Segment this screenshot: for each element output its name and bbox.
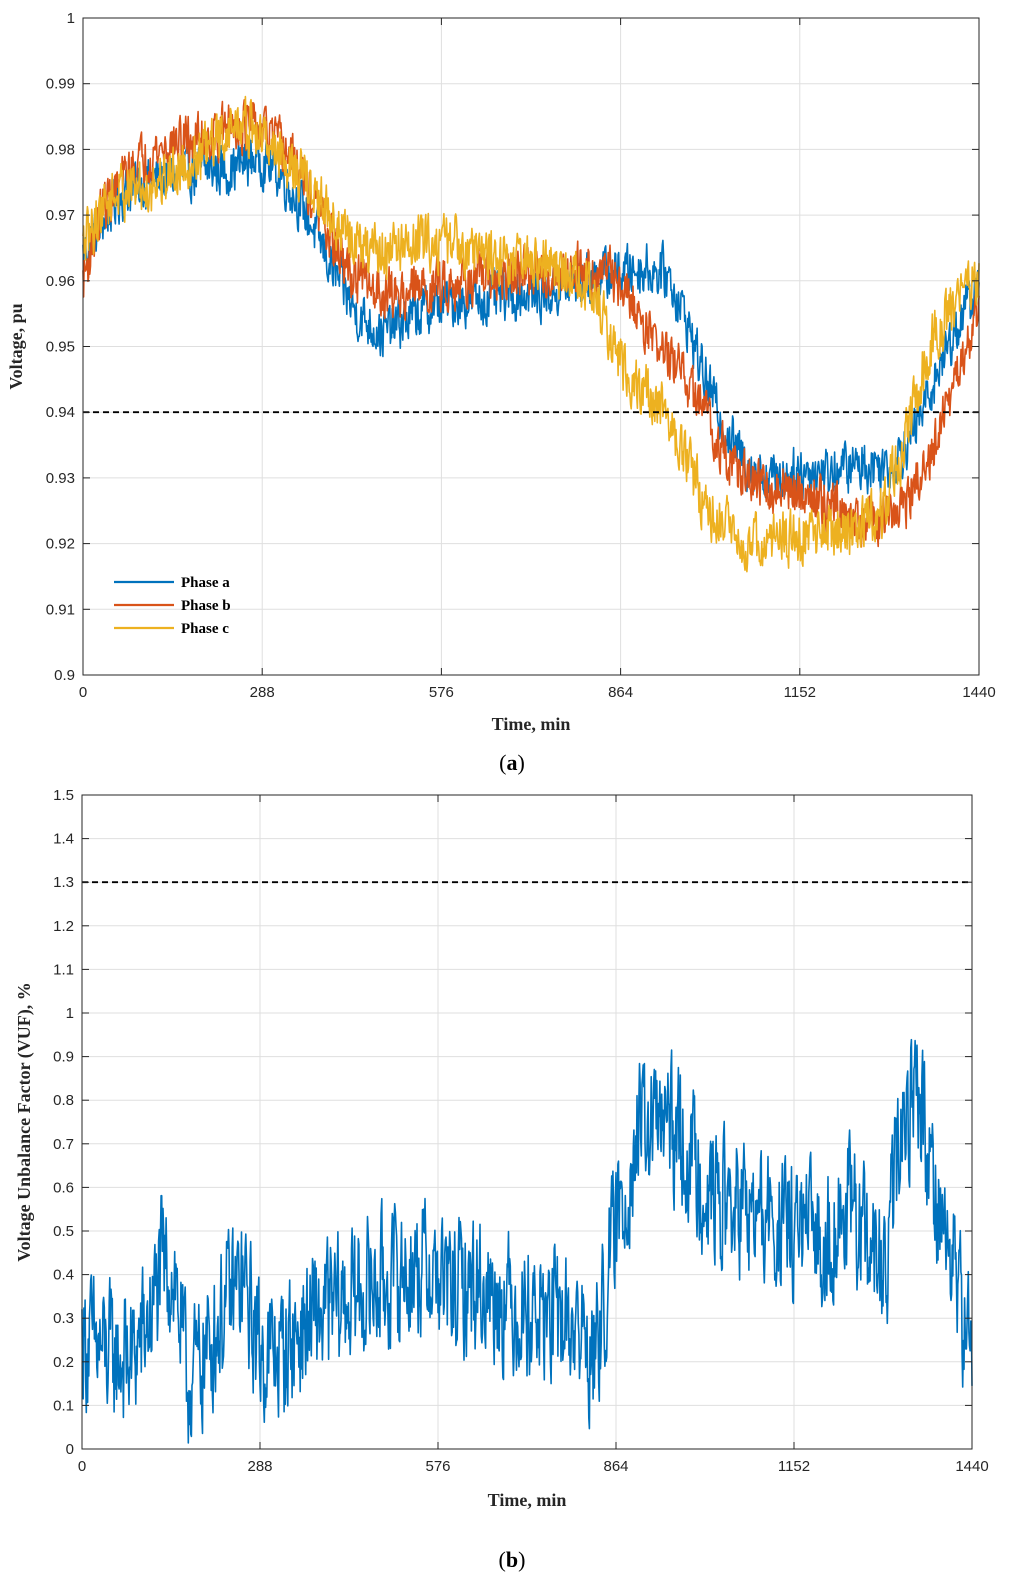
series-line-phase-c xyxy=(82,95,980,573)
y-tick-label: 0.3 xyxy=(53,1310,74,1327)
y-tick-label: 0.9 xyxy=(53,1049,74,1066)
y-tick-label: 0.93 xyxy=(46,470,75,487)
y-tick-label: 0 xyxy=(66,1441,74,1458)
caption-close: ) xyxy=(518,750,525,775)
legend-label: Phase c xyxy=(181,621,229,637)
axes-frame xyxy=(81,794,973,1450)
y-tick-label: 0.8 xyxy=(53,1092,74,1109)
y-tick-label: 0.7 xyxy=(53,1136,74,1153)
y-axis-label: Voltage Unbalance Factor (VUF), % xyxy=(14,982,35,1261)
voltage-chart: 0 288 576 864 1152 1440 0.9 0.91 0.92 0.93 0.94 0.9… xyxy=(6,10,996,775)
series-line-vuf xyxy=(81,1038,973,1444)
y-tick-label: 0.5 xyxy=(53,1223,74,1240)
caption-open: ( xyxy=(499,1547,506,1572)
caption-letter: b xyxy=(506,1547,518,1572)
y-tick-label: 0.2 xyxy=(53,1354,74,1371)
y-tick-label: 0.92 xyxy=(46,536,75,553)
y-tick-label: 0.9 xyxy=(54,667,75,684)
x-tick-label: 864 xyxy=(608,684,633,701)
frame-layer xyxy=(81,794,973,1450)
y-tick-label: 0.99 xyxy=(46,76,75,93)
y-axis-label: Voltage, pu xyxy=(6,303,26,389)
caption-open: ( xyxy=(499,750,506,775)
panel-b: 0 288 576 864 1152 1440 0 0.1 0.2 0.3 0.4 0.5 0.6 0.7… xyxy=(0,780,1024,1592)
x-tick-label: 288 xyxy=(247,1458,272,1475)
x-tick-label: 864 xyxy=(603,1458,628,1475)
y-tick-label: 1.5 xyxy=(53,787,74,804)
y-tick-label: 0.94 xyxy=(46,404,75,421)
x-tick-label: 0 xyxy=(79,684,87,701)
tick-layer: 0 288 576 864 1152 1440 0 0.1 0.2 0.3 0.4 0.5 0.6 0.7… xyxy=(53,787,989,1475)
panel-a: 0 288 576 864 1152 1440 0.9 0.91 0.92 0.93 0.94 0.9… xyxy=(0,0,1024,780)
y-tick-label: 0.98 xyxy=(46,141,75,158)
series-layer xyxy=(81,1038,973,1444)
x-tick-label: 288 xyxy=(250,684,275,701)
x-axis-label: Time, min xyxy=(488,1490,567,1510)
y-tick-label: 1.2 xyxy=(53,918,74,935)
y-tick-label: 1.3 xyxy=(53,874,74,891)
y-tick-label: 0.97 xyxy=(46,207,75,224)
x-tick-label: 576 xyxy=(429,684,454,701)
x-tick-label: 1440 xyxy=(962,684,995,701)
caption: (b) xyxy=(499,1547,526,1572)
y-tick-label: 1.4 xyxy=(53,831,74,848)
y-tick-label: 0.4 xyxy=(53,1267,74,1284)
y-tick-label: 1.1 xyxy=(53,961,74,978)
y-tick-label: 0.6 xyxy=(53,1179,74,1196)
y-tick-label: 1 xyxy=(67,10,75,27)
legend-label: Phase a xyxy=(181,575,230,591)
x-tick-label: 1152 xyxy=(784,684,816,701)
y-tick-label: 0.95 xyxy=(46,339,75,356)
caption-letter: a xyxy=(507,750,518,775)
vuf-chart: 0 288 576 864 1152 1440 0 0.1 0.2 0.3 0.4 0.5 0.6 0.7… xyxy=(14,787,989,1572)
x-tick-label: 1152 xyxy=(778,1458,810,1475)
caption: (a) xyxy=(499,750,525,775)
y-tick-label: 1 xyxy=(66,1005,74,1022)
x-tick-label: 0 xyxy=(78,1458,86,1475)
legend: Phase a Phase b Phase c xyxy=(114,575,231,637)
x-axis-label: Time, min xyxy=(492,714,571,734)
y-tick-label: 0.91 xyxy=(46,601,75,618)
tick-layer: 0 288 576 864 1152 1440 0.9 0.91 0.92 0.93 0.94 0.9… xyxy=(46,10,996,701)
x-tick-label: 576 xyxy=(425,1458,450,1475)
y-tick-label: 0.1 xyxy=(53,1397,74,1414)
series-layer xyxy=(82,95,980,573)
x-tick-label: 1440 xyxy=(955,1458,988,1475)
y-tick-label: 0.96 xyxy=(46,273,75,290)
caption-close: ) xyxy=(518,1547,525,1572)
legend-label: Phase b xyxy=(181,598,231,614)
